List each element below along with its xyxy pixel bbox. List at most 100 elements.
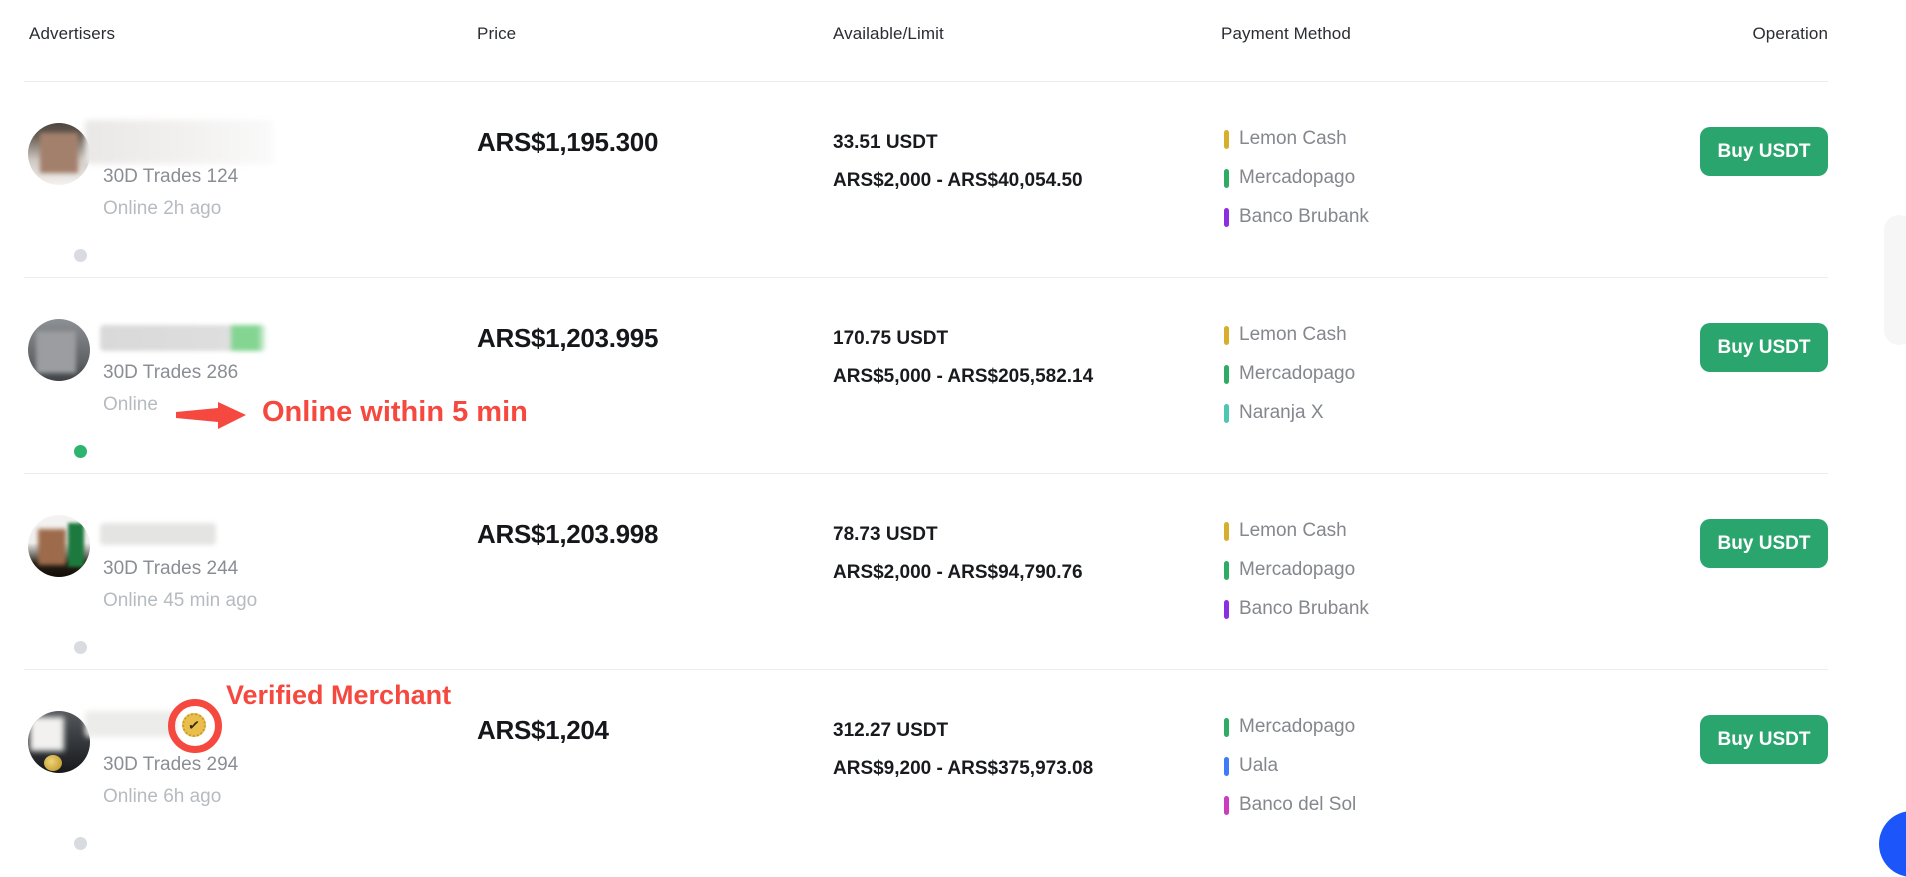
payment-label: Lemon Cash	[1239, 128, 1347, 149]
advertiser-name-blurred[interactable]	[85, 120, 273, 164]
payment-label: Mercadopago	[1239, 167, 1356, 188]
payment-method: Naranja X	[1224, 402, 1355, 423]
payment-method: Lemon Cash	[1224, 324, 1355, 345]
advertiser-avatar[interactable]	[28, 319, 90, 381]
p2p-trading-page: { "header": { "columns": ["Advertisers",…	[0, 24, 1906, 877]
column-header-payment-method: Payment Method	[1221, 24, 1351, 43]
advertiser-name-blurred[interactable]	[100, 523, 216, 545]
payment-method: Banco del Sol	[1224, 794, 1357, 815]
price: ARS$1,204	[477, 715, 609, 745]
avatar-blur-patch	[38, 529, 66, 565]
trades-count: 30D Trades 124	[103, 166, 239, 187]
payment-color-bar	[1224, 521, 1229, 541]
available-amount: 170.75 USDT	[833, 328, 949, 349]
payment-color-bar	[1224, 599, 1229, 619]
column-header-price: Price	[477, 24, 517, 43]
scrollbar[interactable]	[1884, 215, 1906, 345]
annotation-arrow-icon	[176, 402, 246, 429]
column-header-operation: Operation	[1752, 24, 1828, 43]
payment-methods: Lemon Cash Mercadopago Naranja X	[1224, 324, 1356, 442]
payment-method: Mercadopago	[1224, 559, 1369, 580]
avatar-blur-patch	[68, 523, 84, 567]
online-status-dot	[72, 835, 89, 852]
buy-usdt-button[interactable]: Buy USDT	[1700, 715, 1828, 764]
online-status-dot	[72, 639, 89, 656]
payment-color-bar	[1224, 795, 1229, 815]
avatar-blur-patch	[36, 331, 76, 373]
buy-usdt-button[interactable]: Buy USDT	[1700, 127, 1828, 176]
payment-label: Mercadopago	[1239, 716, 1356, 737]
available-amount: 312.27 USDT	[833, 720, 949, 741]
payment-method: Uala	[1224, 755, 1356, 776]
offer-row: 30D Trades 286 Online ARS$1,203.995 170.…	[0, 277, 1906, 473]
payment-label: Mercadopago	[1239, 559, 1356, 580]
payment-label: Lemon Cash	[1239, 520, 1347, 541]
limit-range: ARS$9,200 - ARS$375,973.08	[833, 758, 1094, 779]
limit-range: ARS$2,000 - ARS$94,790.76	[833, 562, 1083, 583]
limit-range: ARS$2,000 - ARS$40,054.50	[833, 170, 1083, 191]
advertiser-avatar[interactable]	[28, 123, 90, 185]
payment-label: Banco Brubank	[1239, 598, 1369, 619]
payment-color-bar	[1224, 717, 1229, 737]
online-status: Online 2h ago	[103, 198, 222, 219]
payment-methods: Lemon Cash Mercadopago Banco Brubank	[1224, 520, 1369, 638]
trades-count: 30D Trades 294	[103, 754, 239, 775]
annotation-verified-note: Verified Merchant	[226, 680, 452, 710]
avatar-blur-patch	[40, 133, 78, 173]
advertiser-name-blurred[interactable]	[100, 325, 266, 351]
payment-method: Mercadopago	[1224, 167, 1369, 188]
trades-count: 30D Trades 286	[103, 362, 239, 383]
buy-usdt-button[interactable]: Buy USDT	[1700, 323, 1828, 372]
column-header-advertisers: Advertisers	[29, 24, 116, 43]
advertiser-avatar[interactable]	[28, 711, 90, 773]
online-status: Online 6h ago	[103, 786, 222, 807]
payment-method: Mercadopago	[1224, 363, 1356, 384]
payment-method: Lemon Cash	[1224, 128, 1369, 149]
online-status-dot	[72, 247, 89, 264]
advertiser-name-blurred[interactable]	[85, 711, 177, 737]
annotation-online-note: Online within 5 min	[262, 396, 528, 428]
payment-color-bar	[1224, 168, 1229, 188]
payment-method: Lemon Cash	[1224, 520, 1369, 541]
price: ARS$1,203.998	[477, 519, 659, 549]
payment-label: Mercadopago	[1239, 363, 1356, 384]
payment-label: Lemon Cash	[1239, 324, 1347, 345]
payment-method: Banco Brubank	[1224, 598, 1369, 619]
avatar-blur-patch	[30, 717, 64, 751]
online-status: Online	[103, 394, 158, 415]
divider	[24, 473, 1828, 474]
payment-method: Mercadopago	[1224, 716, 1356, 737]
limit-range: ARS$5,000 - ARS$205,582.14	[833, 366, 1094, 387]
payment-color-bar	[1224, 207, 1229, 227]
column-header-available-limit: Available/Limit	[833, 24, 944, 43]
annotation-circle	[168, 699, 222, 753]
online-status-dot	[72, 443, 89, 460]
advertiser-avatar[interactable]	[28, 515, 90, 577]
price: ARS$1,203.995	[477, 323, 659, 353]
payment-methods: Lemon Cash Mercadopago Banco Brubank	[1224, 128, 1369, 246]
payment-color-bar	[1224, 403, 1229, 423]
payment-methods: Mercadopago Uala Banco del Sol	[1224, 716, 1357, 834]
coin-icon	[44, 755, 62, 771]
payment-color-bar	[1224, 325, 1229, 345]
payment-color-bar	[1224, 560, 1229, 580]
online-status: Online 45 min ago	[103, 590, 258, 611]
price: ARS$1,195.300	[477, 127, 659, 157]
payment-label: Naranja X	[1239, 402, 1324, 423]
buy-usdt-button[interactable]: Buy USDT	[1700, 519, 1828, 568]
payment-color-bar	[1224, 129, 1229, 149]
trades-count: 30D Trades 244	[103, 558, 239, 579]
payment-label: Banco del Sol	[1239, 794, 1357, 815]
divider	[24, 81, 1828, 82]
offer-row: 30D Trades 294 Online 6h ago ARS$1,204 3…	[0, 669, 1906, 865]
divider	[24, 669, 1828, 670]
payment-label: Uala	[1239, 755, 1279, 776]
divider	[24, 277, 1828, 278]
available-amount: 33.51 USDT	[833, 132, 938, 153]
payment-color-bar	[1224, 756, 1229, 776]
available-amount: 78.73 USDT	[833, 524, 938, 545]
payment-method: Banco Brubank	[1224, 206, 1369, 227]
payment-color-bar	[1224, 364, 1229, 384]
offer-row: 30D Trades 124 Online 2h ago ARS$1,195.3…	[0, 81, 1906, 277]
payment-label: Banco Brubank	[1239, 206, 1369, 227]
